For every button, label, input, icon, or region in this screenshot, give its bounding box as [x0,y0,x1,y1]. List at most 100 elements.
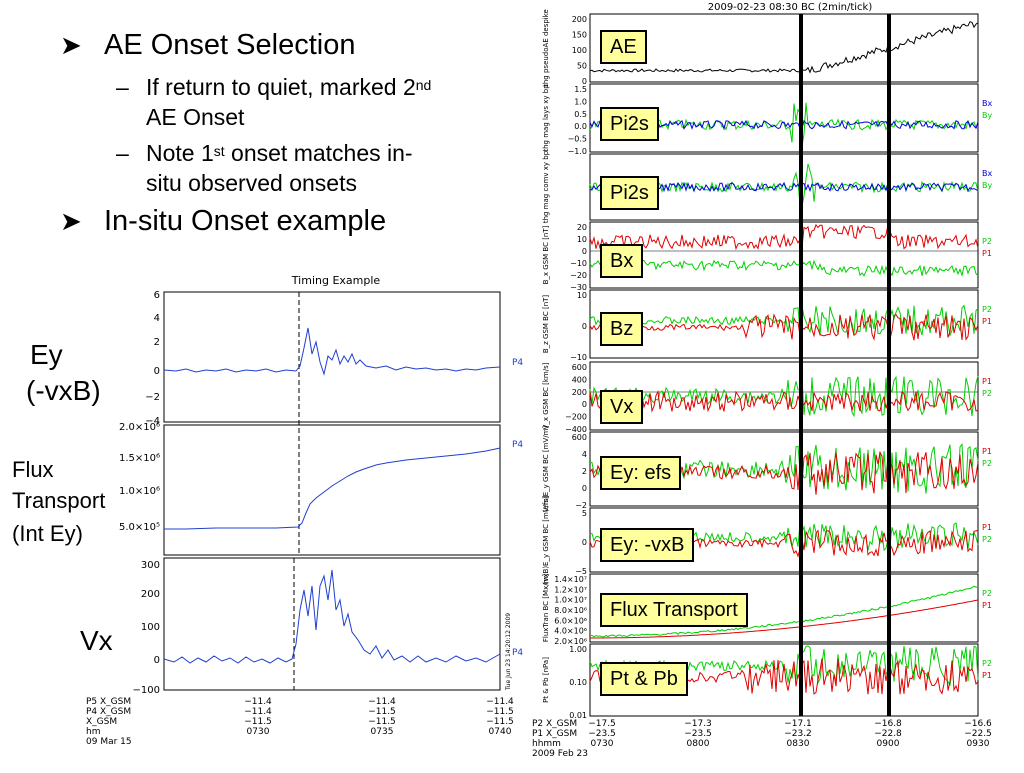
y-tick: 0.01 [569,711,587,720]
ae-trace [589,21,979,74]
footer-value: 0830 [787,739,810,749]
panel-frame [589,289,979,359]
y-axis-label: (efs)E_y GSM BC [mV/m] [542,426,550,513]
legend-label: Bx [982,99,992,108]
legend-label: P2 [982,389,992,398]
bz-trace-red [589,313,979,341]
y-tick: 4 [582,450,587,459]
label-vxb: (-vxB) [26,375,101,406]
y-tick: 8.0×10⁶ [554,606,587,615]
bz-trace-green [589,304,979,338]
y-tick: 200 [572,15,587,24]
probe-label: P4 [512,358,523,368]
label-box-vx: Vx [600,390,644,424]
y-tick: 0.5 [574,110,587,119]
y-axis-label: thg pseudoAE despike [542,9,550,87]
bullet-list: ➤ AE Onset Selection – If return to quie… [60,28,530,248]
y-tick: 400 [572,375,587,384]
footer-value: −11.4 [368,697,396,707]
footer-label: P2 X_GSM [532,719,577,729]
footer-label: P5 X_GSM [86,697,131,707]
y-tick: 4.0×10⁶ [554,627,587,636]
y-tick: 100 [141,622,160,633]
footer-value: 0735 [371,727,394,737]
bullet-text: AE Onset Selection [104,29,356,61]
footer-value: −17.5 [588,719,616,729]
y-tick: 600 [572,363,587,372]
footer-value: −11.5 [486,717,514,727]
y-tick: −2 [145,392,160,403]
footer-value: 0730 [247,727,270,737]
y-tick: 0 [582,247,587,256]
footer-value: −11.5 [486,707,514,717]
y-tick: 200 [572,388,587,397]
footer-value: −23.2 [784,729,812,739]
y-axis-label: thg mag comv xy bp [542,150,550,223]
sub-bullet-text: If return to quiet, marked 2 [146,74,416,100]
superscript: st [213,143,225,159]
y-tick: 1.4×10⁷ [554,575,587,584]
arrow-bullet-icon: ➤ [60,206,82,236]
label-box-flux-transport: Flux Transport [600,593,748,627]
footer-value: −23.5 [588,729,616,739]
y-tick: 0 [582,538,587,547]
y-tick: 2 [154,337,160,348]
y-tick: 0 [582,77,587,86]
y-tick: 100 [572,46,587,55]
panel-vx-frame [163,557,501,691]
panel-frame [589,221,979,289]
bx-trace-green [589,258,979,278]
footer-label: X_GSM [86,717,117,727]
legend-label: P1 [982,523,992,532]
y-axis-label: thg mag lays xy bp [542,84,550,152]
y-tick: 1.2×10⁷ [554,585,587,594]
stacked-timeseries-svg: 2009-02-23 08:30 BC (2min/tick) 200 150 10… [532,2,992,759]
footer-value: −11.4 [244,707,272,717]
y-tick: −4 [145,416,160,427]
y-tick: 150 [572,31,587,40]
y-tick: 0.10 [569,678,587,687]
timestamp-stamp: Tue Jun 23 14:20:12 2009 [505,613,512,691]
legend-label: P1 [982,671,992,680]
y-tick: −100 [133,685,160,696]
legend-label: P2 [982,589,992,598]
legend-label: P2 [982,535,992,544]
panel-frame [589,153,979,221]
y-tick: 6 [154,290,160,301]
y-tick: 5 [582,509,587,518]
y-tick: −10 [570,259,587,268]
y-tick: 1.0×10⁶ [119,486,160,497]
y-tick: 1.5×10⁶ [119,453,160,464]
sub-bullet-note: – Note 1st onset matches in- situ observ… [60,138,530,198]
y-axis-label: Pt & Pb [nPa] [542,657,550,703]
legend-label: By [982,181,992,190]
dash-bullet-icon: – [116,74,129,100]
y-tick: −30 [570,283,587,292]
sub-bullet-text: Note 1 [146,140,214,166]
flux-trace [164,447,501,530]
y-tick: 0 [582,400,587,409]
legend-label: P1 [982,601,992,610]
footer-value: 0900 [877,739,900,749]
panel-frame [589,643,979,717]
ey-trace [163,327,501,376]
label-box-pt-pb: Pt & Pb [600,662,688,696]
label-box-bz: Bz [600,312,644,346]
y-tick: 10 [577,291,587,300]
arrow-bullet-icon: ➤ [60,30,82,60]
y-tick: 50 [577,62,587,71]
footer-value: −11.5 [368,717,396,727]
panel-frame [589,431,979,507]
footer-label: hhmm [532,739,561,749]
y-tick: 2.0×10⁶ [119,422,160,433]
footer-value: −17.3 [684,719,712,729]
panel-frame [589,507,979,573]
bullet-text: In-situ Onset example [104,205,387,237]
timing-example-plot: Timing Example 6 4 2 0 −2 −4 2.0×10⁶ 1.5… [86,270,528,768]
right-plot-title: 2009-02-23 08:30 BC (2min/tick) [708,2,873,13]
panel-ey-frame [163,291,501,423]
y-tick: 300 [141,560,160,571]
bx-trace-red [589,223,979,251]
y-tick: 0 [582,322,587,331]
footer-value: 0930 [967,739,990,749]
